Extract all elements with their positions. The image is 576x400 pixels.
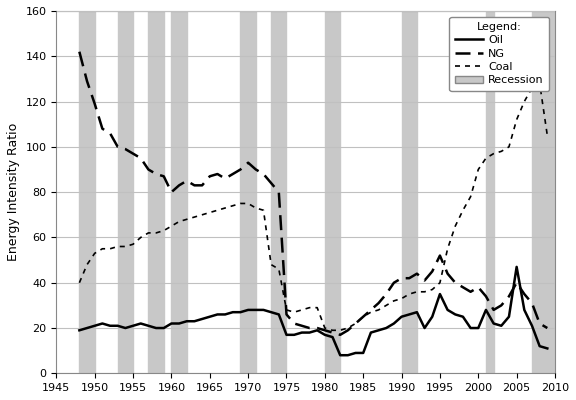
Coal bbox=[114, 244, 121, 249]
Bar bbox=[271, 11, 286, 373]
NG bbox=[306, 326, 313, 330]
Oil bbox=[367, 330, 374, 335]
Y-axis label: Energy Intensity Ratio: Energy Intensity Ratio bbox=[7, 123, 20, 261]
Oil bbox=[490, 321, 497, 326]
Coal bbox=[306, 305, 313, 310]
Coal bbox=[490, 151, 497, 156]
Coal bbox=[199, 212, 206, 217]
Coal bbox=[168, 224, 175, 228]
Oil bbox=[337, 353, 344, 358]
NG bbox=[114, 144, 121, 149]
Oil bbox=[76, 328, 83, 333]
Bar bbox=[532, 11, 555, 373]
Coal bbox=[367, 310, 374, 314]
Coal bbox=[329, 328, 336, 333]
NG bbox=[544, 326, 551, 330]
Bar bbox=[486, 11, 494, 373]
NG bbox=[337, 332, 344, 337]
Bar bbox=[240, 11, 256, 373]
NG bbox=[490, 308, 497, 312]
Oil bbox=[513, 264, 520, 269]
NG bbox=[76, 49, 83, 54]
Bar bbox=[401, 11, 417, 373]
Coal bbox=[544, 133, 551, 138]
Bar bbox=[149, 11, 164, 373]
Oil bbox=[544, 346, 551, 351]
Line: Oil: Oil bbox=[79, 267, 547, 355]
Oil bbox=[199, 316, 206, 321]
NG bbox=[168, 190, 175, 194]
Bar bbox=[79, 11, 94, 373]
NG bbox=[367, 308, 374, 312]
Oil bbox=[114, 323, 121, 328]
Line: NG: NG bbox=[79, 52, 547, 335]
Oil bbox=[168, 321, 175, 326]
Legend: Oil, NG, Coal, Recession: Oil, NG, Coal, Recession bbox=[449, 16, 550, 91]
Coal bbox=[76, 280, 83, 285]
Bar bbox=[325, 11, 340, 373]
Oil bbox=[306, 330, 313, 335]
Bar bbox=[172, 11, 187, 373]
Line: Coal: Coal bbox=[79, 84, 547, 330]
NG bbox=[199, 183, 206, 188]
Coal bbox=[536, 81, 543, 86]
Bar bbox=[118, 11, 133, 373]
